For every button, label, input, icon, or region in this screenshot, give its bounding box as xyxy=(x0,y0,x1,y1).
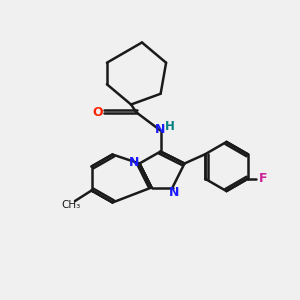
Text: N: N xyxy=(129,155,140,169)
Text: F: F xyxy=(259,172,267,185)
Text: H: H xyxy=(165,120,175,134)
Text: N: N xyxy=(155,123,166,136)
Text: O: O xyxy=(93,106,104,119)
Text: N: N xyxy=(169,185,179,199)
Text: CH₃: CH₃ xyxy=(62,200,81,211)
